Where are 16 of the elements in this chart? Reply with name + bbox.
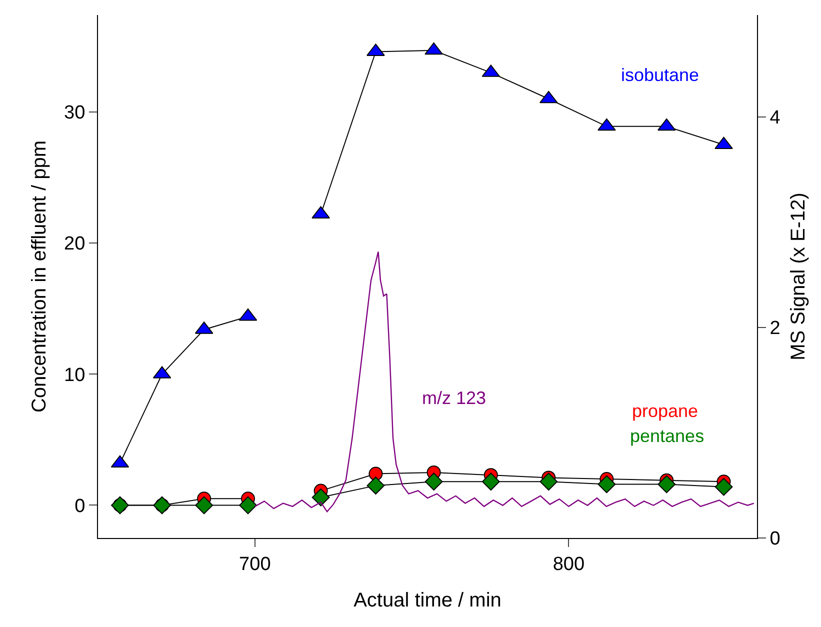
y-axis-title: Concentration in effluent / ppm (28, 140, 51, 413)
y-tick-label: 20 (64, 234, 86, 255)
x-tick-label: 800 (552, 554, 585, 575)
text: isobutane (621, 65, 700, 85)
y2-tick-label: 0 (770, 528, 780, 550)
y-tick-label: 0 (74, 496, 86, 517)
series-label: m/z 123 (422, 388, 486, 408)
text: pentanes (630, 426, 704, 446)
y2-tick-label: 4 (770, 108, 781, 129)
y-tick-label: 10 (64, 364, 86, 386)
x-tick-label: 700 (239, 554, 271, 575)
x-axis-title: Actual time / min (354, 589, 502, 612)
y-tick-label: 30 (64, 102, 86, 124)
text: propane (632, 401, 698, 421)
y2-tick-label: 2 (770, 318, 780, 340)
y2-axis-title: MS Signal (x E-12) (787, 192, 810, 360)
